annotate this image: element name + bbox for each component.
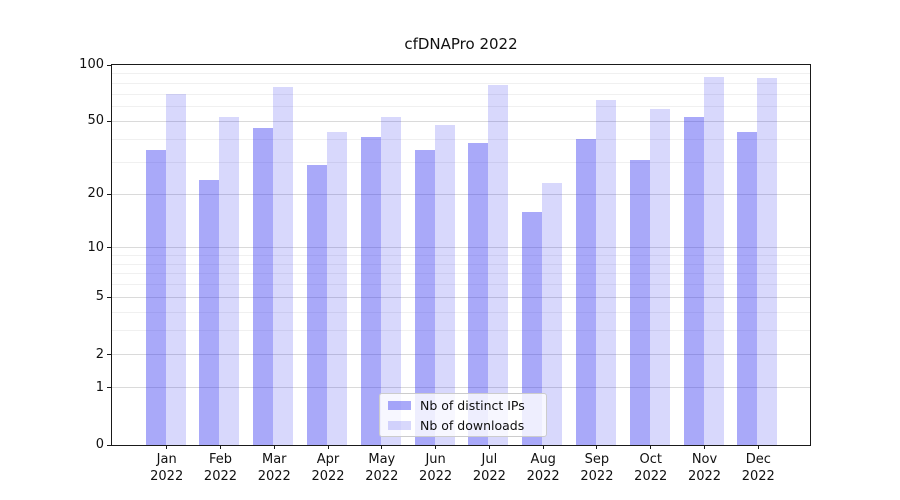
x-tick-label: Nov 2022 [687,452,722,484]
x-tick-mark [488,445,490,449]
gridline-minor [112,82,810,84]
bar-nb-of-downloads-jul [488,85,509,445]
bar-nb-of-downloads-may [380,116,401,445]
x-tick-mark [327,445,329,449]
legend-item-distinct-ips: Nb of distinct IPs [388,397,546,414]
y-tick-label: 10 [87,239,104,255]
y-tick-mark [107,387,111,389]
bar-nb-of-distinct-ips-nov [683,116,704,445]
bar-nb-of-downloads-dec [757,78,778,445]
bar-nb-of-distinct-ips-feb [199,179,220,445]
x-tick-mark [381,445,383,449]
y-tick-mark [107,193,111,195]
gridline-minor [112,73,810,75]
x-tick-label: Jun 2022 [419,452,453,484]
x-tick-label: Mar 2022 [257,452,291,484]
gridline-minor [112,263,810,265]
bar-nb-of-downloads-oct [649,109,670,445]
x-tick-label: Apr 2022 [311,452,345,484]
x-tick-label: Aug 2022 [526,452,560,484]
gridline-minor [112,273,810,275]
y-tick-label: 20 [87,186,104,202]
y-tick-mark [107,296,111,298]
x-tick-label: Dec 2022 [741,452,775,484]
bar-nb-of-distinct-ips-may [360,137,381,445]
x-tick-mark [435,445,437,449]
bar-nb-of-distinct-ips-aug [522,211,543,445]
y-tick-label: 5 [95,289,104,305]
chart-title: cfDNAPro 2022 [404,35,518,53]
legend-swatch-distinct-ips-icon [388,400,411,410]
gridline-minor [112,161,810,163]
bar-nb-of-downloads-feb [219,116,240,445]
bar-nb-of-distinct-ips-dec [737,131,758,445]
gridline-minor [112,106,810,108]
x-tick-mark [219,445,221,449]
legend-swatch-downloads-icon [388,420,411,430]
x-tick-label: Feb 2022 [203,452,238,484]
bar-nb-of-distinct-ips-mar [253,127,274,445]
gridline-major [112,247,810,249]
bar-nb-of-downloads-jun [434,124,455,445]
gridline-minor [112,330,810,332]
y-tick-label: 1 [95,379,104,395]
bar-nb-of-downloads-sep [595,100,616,445]
bar-nb-of-distinct-ips-sep [575,139,596,445]
x-tick-mark [757,445,759,449]
x-tick-mark [166,445,168,449]
y-tick-label: 50 [87,113,104,129]
legend-label-distinct-ips: Nb of distinct IPs [420,397,525,413]
legend-item-downloads: Nb of downloads [388,417,546,434]
gridline-minor [112,93,810,95]
bar-nb-of-distinct-ips-jan [145,149,166,445]
gridline-major [112,193,810,195]
bar-nb-of-distinct-ips-oct [629,159,650,445]
bar-nb-of-downloads-jan [165,94,186,445]
x-tick-mark [273,445,275,449]
x-tick-mark [542,445,544,449]
gridline-major [112,354,810,356]
bar-nb-of-distinct-ips-jul [468,143,489,445]
x-tick-label: Sep 2022 [580,452,614,484]
x-tick-mark [650,445,652,449]
legend-box: Nb of distinct IPs Nb of downloads [379,393,547,437]
bar-nb-of-downloads-nov [703,77,724,445]
bar-nb-of-distinct-ips-apr [307,164,328,445]
gridline-major [112,387,810,389]
x-tick-label: Jul 2022 [472,452,506,484]
gridline-minor [112,284,810,286]
bar-nb-of-distinct-ips-jun [414,149,435,445]
y-tick-label: 0 [95,437,104,452]
x-tick-mark [704,445,705,449]
x-tick-label: May 2022 [365,452,399,484]
bar-nb-of-downloads-apr [327,131,348,445]
gridline-major [112,120,810,122]
plot-area: Nb of distinct IPs Nb of downloads 0 1 2 5 1… [79,57,811,484]
y-tick-label: 100 [79,57,104,72]
x-tick-label: Oct 2022 [634,452,668,484]
bar-nb-of-downloads-aug [542,183,563,445]
gridline-minor [112,138,810,140]
y-tick-mark [107,120,111,122]
gridline-minor [112,311,810,313]
gridline-major [112,296,810,298]
bar-nb-of-downloads-mar [273,87,294,445]
y-tick-label: 2 [95,346,104,362]
y-tick-mark [107,247,111,249]
y-tick-mark [107,444,111,446]
y-tick-mark [107,64,111,66]
y-tick-mark [107,354,111,356]
x-tick-label: Jan 2022 [150,452,184,484]
gridline-minor [112,254,810,256]
x-tick-mark [596,445,598,449]
legend-label-downloads: Nb of downloads [420,417,525,433]
